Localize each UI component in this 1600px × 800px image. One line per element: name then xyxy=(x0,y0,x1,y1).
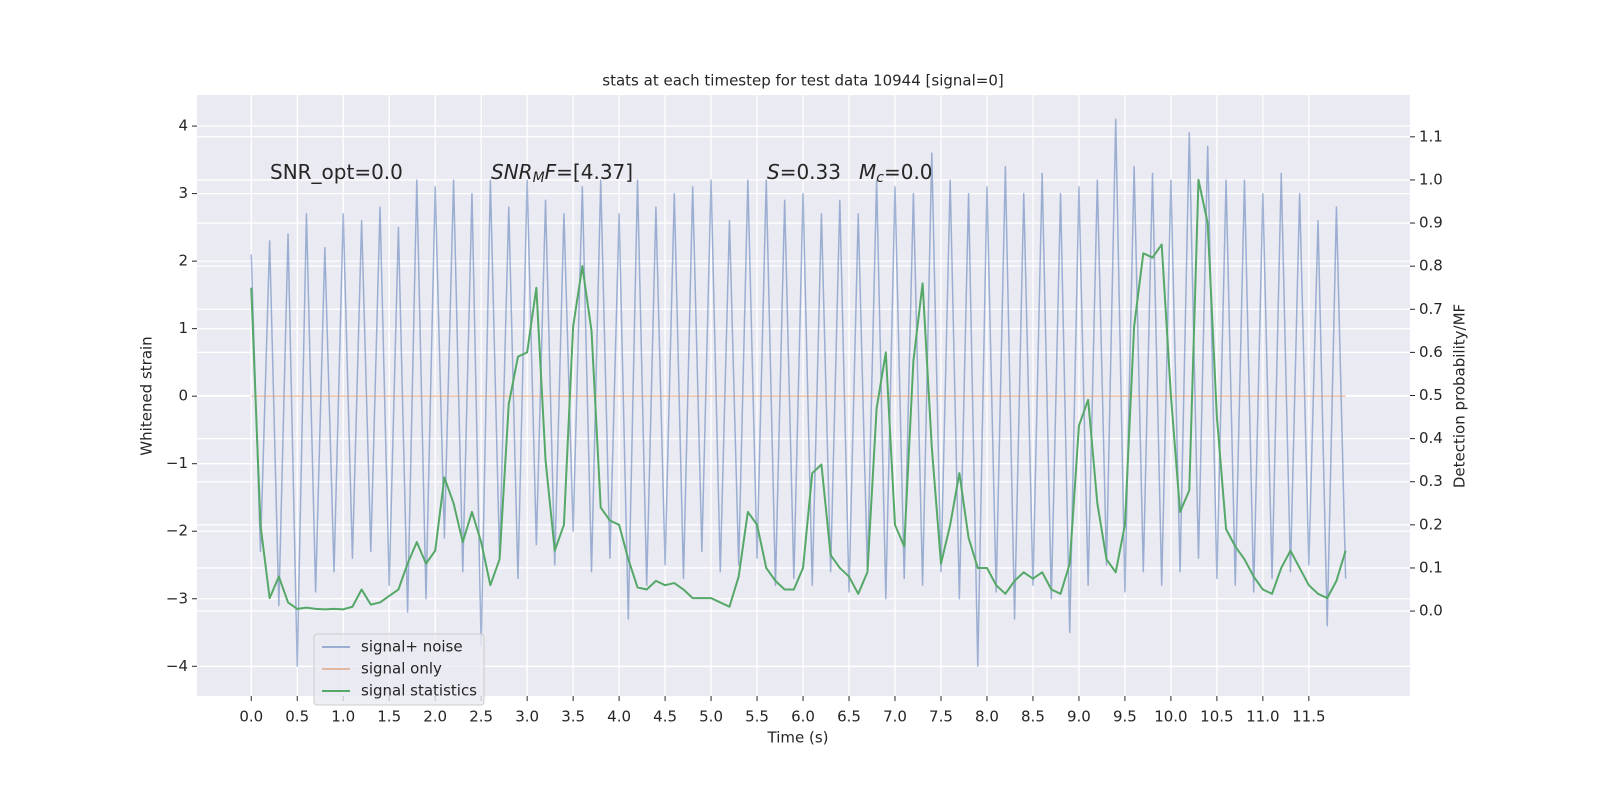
x-tick-label: 2.0 xyxy=(423,708,447,726)
y-axis-label: Whitened strain xyxy=(138,336,156,455)
annotation-part: M xyxy=(533,170,545,186)
annotation-part: =0.33 xyxy=(780,160,841,184)
y2-tick-label: 0.2 xyxy=(1419,515,1443,533)
y2-tick-label: 0.8 xyxy=(1419,257,1443,275)
x-tick-label: 9.0 xyxy=(1067,708,1091,726)
x-tick-label: 1.0 xyxy=(331,708,355,726)
y2-tick-label: 1.0 xyxy=(1419,170,1443,188)
y-tick-label: 3 xyxy=(178,184,188,202)
y-tick-label: 4 xyxy=(178,117,188,135)
x-tick-label: 11.5 xyxy=(1292,708,1325,726)
series-line xyxy=(250,178,1347,611)
x-tick-label: 4.5 xyxy=(653,708,677,726)
x-tick-label: 9.5 xyxy=(1113,708,1137,726)
x-tick-label: 7.0 xyxy=(883,708,907,726)
y2-tick-label: 0.0 xyxy=(1419,602,1443,620)
x-tick-label: 10.0 xyxy=(1154,708,1187,726)
x-tick-label: 8.5 xyxy=(1021,708,1045,726)
x-tick-label: 5.5 xyxy=(745,708,769,726)
chart-title: stats at each timestep for test data 109… xyxy=(602,72,1003,90)
y2-tick-label: 1.1 xyxy=(1419,127,1443,145)
x-axis-label: Time (s) xyxy=(767,729,829,747)
annotation-part: c xyxy=(876,170,884,186)
axes: 0.0 0.5 1.0 1.5 2.0 2.5 3.0 3.5 4.0 4.5 5.0 5.5 6.0 6… xyxy=(166,117,1443,726)
x-tick-label: 0.5 xyxy=(285,708,309,726)
legend-label: signal only xyxy=(361,660,442,678)
annotations: SNR_opt=0.0 SNRMF=[4.37] S=0.33 Mc=0.0 xyxy=(270,160,933,187)
annotation-part: =0.0 xyxy=(884,160,933,184)
annotation: S=0.33 xyxy=(767,160,841,184)
x-tick-label: 0.0 xyxy=(239,708,263,726)
x-tick-label: 6.0 xyxy=(791,708,815,726)
x-tick-label: 1.5 xyxy=(377,708,401,726)
y2-tick-label: 0.1 xyxy=(1419,558,1443,576)
y-tick-label: −2 xyxy=(166,522,188,540)
y-tick-label: 0 xyxy=(178,387,188,405)
annotation-part: SNR_opt=0.0 xyxy=(270,160,403,184)
x-tick-label: 7.5 xyxy=(929,708,953,726)
y2-tick-label: 0.7 xyxy=(1419,300,1443,318)
x-tick-label: 5.0 xyxy=(699,708,723,726)
legend-label: signal+ noise xyxy=(361,638,463,656)
x-tick-label: 3.0 xyxy=(515,708,539,726)
y-tick-label: −1 xyxy=(166,454,188,472)
annotation: Mc=0.0 xyxy=(859,160,933,187)
series-line xyxy=(250,118,1347,668)
y2-tick-label: 0.5 xyxy=(1419,386,1443,404)
y-tick-label: −4 xyxy=(166,657,188,675)
marks xyxy=(250,118,1347,668)
y2-tick-label: 0.6 xyxy=(1419,343,1443,361)
annotation: SNR_opt=0.0 xyxy=(270,160,403,184)
x-tick-label: 6.5 xyxy=(837,708,861,726)
x-tick-label: 2.5 xyxy=(469,708,493,726)
x-tick-label: 8.0 xyxy=(975,708,999,726)
annotation-part: =[4.37] xyxy=(556,160,633,184)
y2-axis-label: Detection probability/MF xyxy=(1451,304,1469,488)
legend-label: signal statistics xyxy=(361,682,477,700)
annotation-part: F xyxy=(545,160,557,184)
x-tick-label: 4.0 xyxy=(607,708,631,726)
annotation: SNRMF=[4.37] xyxy=(491,160,633,187)
y-tick-label: −3 xyxy=(166,589,188,607)
x-tick-label: 10.5 xyxy=(1200,708,1233,726)
legend-box xyxy=(313,633,485,706)
x-tick-label: 3.5 xyxy=(561,708,585,726)
y2-tick-label: 0.3 xyxy=(1419,472,1443,490)
y2-tick-label: 0.4 xyxy=(1419,429,1443,447)
x-tick-label: 11.0 xyxy=(1246,708,1279,726)
legend: signal+ noise signal only signal statistic… xyxy=(313,633,485,706)
annotation-part: M xyxy=(859,160,876,184)
annotation-part: SNR xyxy=(491,160,533,184)
y-tick-label: 1 xyxy=(178,319,188,337)
annotation-part: S xyxy=(767,160,780,184)
y2-tick-label: 0.9 xyxy=(1419,214,1443,232)
y-tick-label: 2 xyxy=(178,252,188,270)
